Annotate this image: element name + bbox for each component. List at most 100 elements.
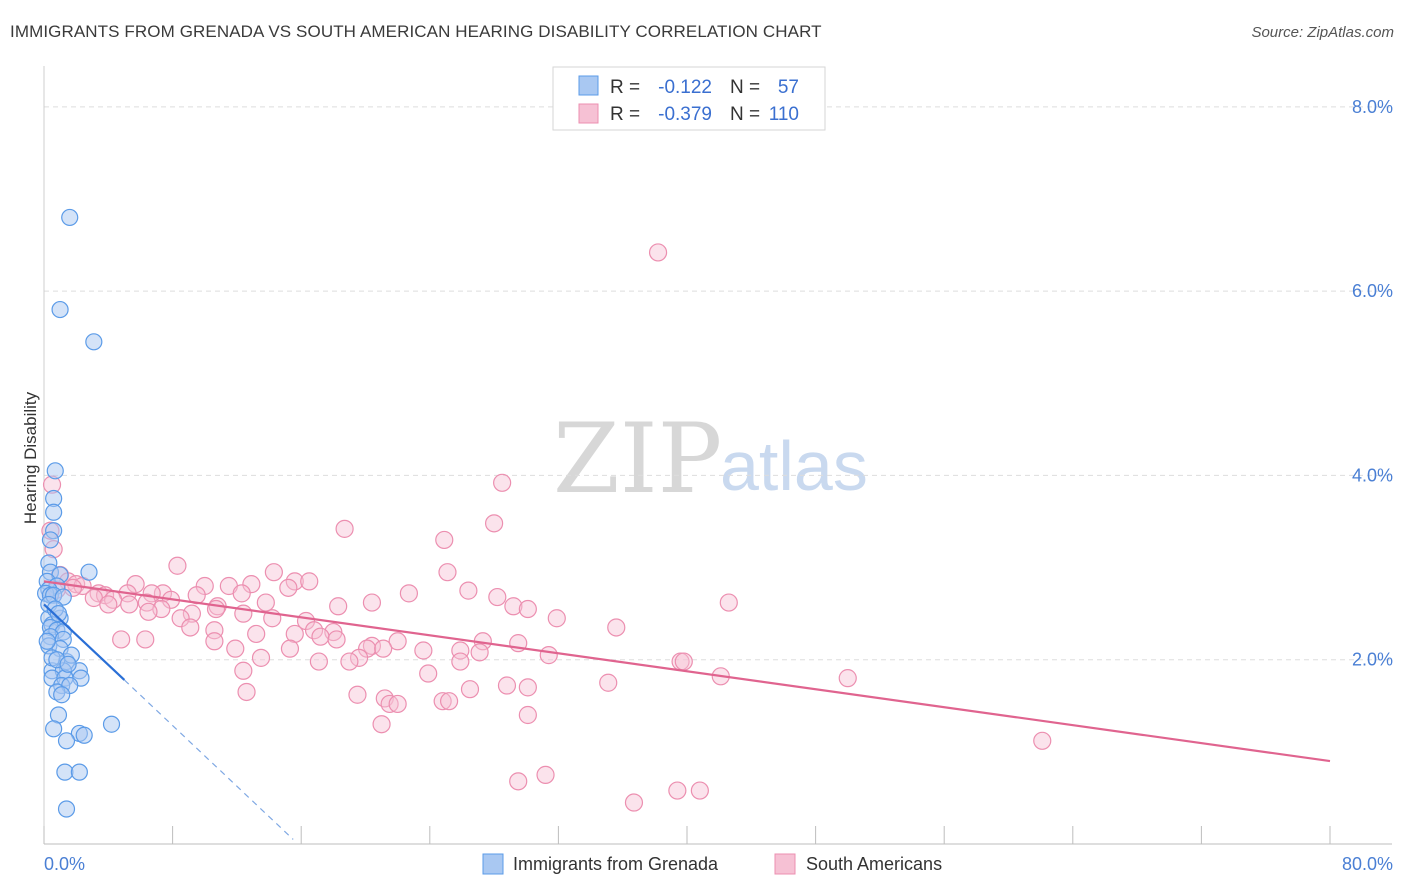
grenada-point-51 [49,605,68,623]
south-americans-point-40 [139,602,158,621]
south-americans-point-86 [237,682,256,702]
south-americans-point-23 [232,584,251,603]
south-americans-point-5 [438,563,457,582]
trend-line-south-americans [43,580,1331,763]
south-americans-points [41,243,1052,812]
south-americans-point-1 [493,473,512,492]
y-axis-title: Hearing Disability [21,391,40,524]
south-americans-point-18 [399,584,419,603]
south-americans-point-8 [285,572,304,591]
south-americans-point-82 [599,673,618,692]
south-americans-point-67 [414,641,433,660]
south-americans-point-43 [171,609,190,628]
south-americans-point-53 [247,624,266,644]
south-americans-point-70 [539,646,558,665]
south-americans-point-75 [451,652,470,671]
south-americans-point-73 [309,652,328,671]
grenada-point-39 [53,686,71,704]
south-americans-point-98 [624,793,644,812]
grenada-point-18 [54,588,72,606]
grenada-point-1 [51,300,69,319]
legend-r-label-1: R = [610,77,640,98]
south-americans-point-65 [374,639,393,658]
south-americans-point-69 [470,643,489,662]
correlation-legend: R = -0.122 N = 57 R = -0.379 N = 110 [552,66,826,131]
south-americans-point-33 [719,593,738,612]
legend-swatch-south-americans [774,853,796,875]
south-americans-point-28 [256,593,275,612]
watermark-atlas: atlas [720,427,868,505]
south-americans-point-9 [300,572,319,591]
south-americans-point-94 [372,715,391,734]
south-americans-point-7 [264,563,283,582]
y-tick-label-1: 4.0% [1352,465,1393,485]
grenada-point-46 [56,763,74,781]
south-americans-point-55 [112,630,131,649]
y-tick-label-2: 6.0% [1352,281,1393,301]
grenada-point-56 [59,655,77,673]
south-americans-point-97 [509,772,528,791]
grenada-point-54 [38,632,56,650]
south-americans-point-63 [226,639,245,658]
south-americans-point-0 [648,243,668,262]
grenada-point-7 [41,531,60,549]
grenada-point-10 [80,563,98,581]
south-americans-point-32 [362,593,382,612]
south-americans-point-29 [99,595,118,614]
legend-label-grenada: Immigrants from Grenada [513,854,719,874]
axes [43,66,1392,845]
grenada-points [37,208,121,818]
south-americans-point-41 [182,604,201,623]
south-americans-point-14 [279,578,298,597]
south-americans-point-52 [285,624,304,644]
legend-swatch-grenada [482,853,504,875]
legend-r-value-1: -0.122 [658,77,712,98]
south-americans-point-87 [348,685,367,704]
south-americans-point-62 [362,636,382,655]
south-americans-point-72 [349,648,369,667]
south-americans-point-100 [690,781,709,800]
legend-swatch-blue [578,75,599,96]
south-americans-point-30 [120,595,139,614]
south-americans-point-84 [518,678,537,697]
trend-line-grenada [43,603,126,681]
grenada-point-48 [57,800,76,818]
grenada-point-2 [85,333,103,351]
x-tick-label-1: 80.0% [1342,854,1393,874]
south-americans-point-92 [388,694,407,714]
grenada-point-42 [45,720,63,738]
south-americans-point-79 [419,664,438,683]
legend-n-value-2: 110 [769,104,799,125]
source-label: Source: ZipAtlas.com [1251,24,1394,41]
south-americans-point-35 [329,597,348,616]
south-americans-point-47 [607,618,626,637]
south-americans-point-54 [311,627,330,646]
south-americans-point-11 [242,575,261,594]
south-americans-point-4 [435,530,454,550]
legend-n-value-1: 57 [778,77,799,98]
south-americans-point-95 [1033,731,1052,750]
south-americans-point-81 [838,669,857,688]
grenada-point-3 [46,462,64,480]
south-americans-point-89 [433,692,452,711]
south-americans-point-37 [518,599,537,619]
south-americans-point-99 [668,781,687,800]
south-americans-point-83 [497,676,517,695]
south-americans-point-48 [181,618,200,637]
series-legend: Immigrants from Grenada South Americans [482,853,942,875]
south-americans-point-2 [485,514,504,533]
south-americans-point-36 [504,597,523,616]
south-americans-point-6 [168,556,187,575]
grenada-point-47 [70,763,88,781]
legend-n-label-1: N = [730,77,760,98]
south-americans-point-58 [205,632,224,651]
grenada-point-5 [45,503,63,521]
legend-label-south-americans: South Americans [806,854,942,874]
y-tick-label-0: 2.0% [1352,650,1393,670]
south-americans-point-96 [536,765,555,784]
south-americans-point-39 [206,599,226,619]
grenada-point-0 [61,208,79,227]
south-americans-point-78 [234,661,253,680]
south-americans-point-71 [251,648,271,667]
